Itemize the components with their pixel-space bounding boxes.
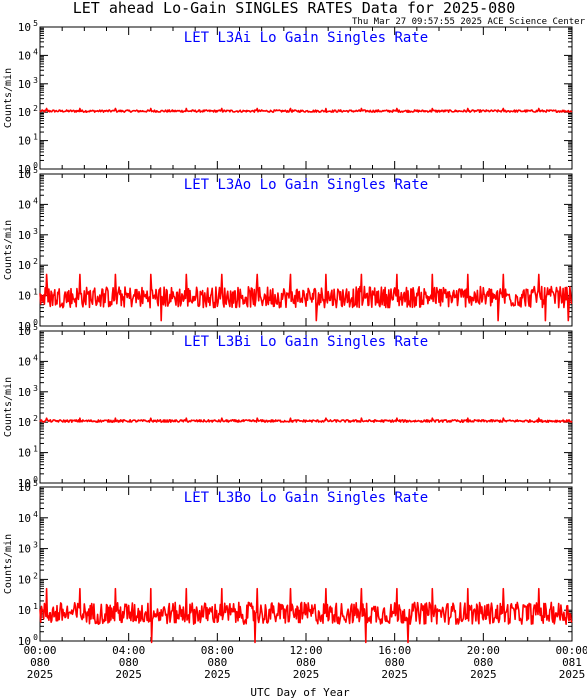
y-tick-label: 10 [18, 229, 31, 242]
y-tick-label: 10 [18, 163, 31, 176]
y-tick-exponent: 3 [33, 384, 38, 393]
x-tick-label: 20:00 [467, 644, 500, 657]
x-axis-title: UTC Day of Year [250, 686, 350, 699]
figure-timestamp: Thu Mar 27 09:57:55 2025 ACE Science Cen… [352, 17, 586, 27]
y-tick-exponent: 0 [33, 475, 38, 484]
x-tick-label: 080 [30, 656, 50, 669]
x-tick-label: 16:00 [378, 644, 411, 657]
x-tick-label: 2025 [293, 668, 320, 681]
y-tick-exponent: 4 [33, 196, 38, 205]
y-axis-title: Counts/min [3, 68, 14, 128]
x-tick-label: 12:00 [289, 644, 322, 657]
y-tick-label: 10 [18, 604, 31, 617]
panel-title: LET L3Ao Lo Gain Singles Rate [184, 177, 428, 193]
y-tick-exponent: 5 [33, 323, 38, 332]
y-tick-label: 10 [18, 573, 31, 586]
y-tick-label: 10 [18, 477, 31, 490]
y-tick-exponent: 2 [33, 257, 38, 266]
y-tick-exponent: 0 [33, 161, 38, 170]
x-tick-label: 080 [473, 656, 493, 669]
x-tick-label: 080 [385, 656, 405, 669]
y-tick-exponent: 1 [33, 602, 38, 611]
x-tick-label: 080 [119, 656, 139, 669]
series-trace [39, 107, 573, 113]
panel-title: LET L3Bo Lo Gain Singles Rate [184, 490, 428, 506]
y-tick-label: 10 [18, 325, 31, 338]
y-tick-label: 10 [18, 447, 31, 460]
y-tick-exponent: 5 [33, 166, 38, 175]
y-tick-label: 10 [18, 481, 31, 494]
y-tick-label: 10 [18, 416, 31, 429]
x-tick-label: 080 [207, 656, 227, 669]
y-tick-exponent: 2 [33, 571, 38, 580]
x-tick-label: 2025 [470, 668, 497, 681]
y-tick-label: 10 [18, 168, 31, 181]
y-tick-exponent: 2 [33, 104, 38, 113]
y-tick-exponent: 2 [33, 414, 38, 423]
y-tick-label: 10 [18, 106, 31, 119]
y-tick-label: 10 [18, 259, 31, 272]
series-trace [39, 273, 573, 322]
y-tick-label: 10 [18, 198, 31, 211]
y-tick-exponent: 1 [33, 133, 38, 142]
y-tick-exponent: 0 [33, 318, 38, 327]
y-tick-label: 10 [18, 290, 31, 303]
x-tick-label: 2025 [27, 668, 54, 681]
x-tick-label: 2025 [559, 668, 586, 681]
plot-frame [39, 330, 573, 484]
x-tick-label: 081 [562, 656, 582, 669]
y-tick-exponent: 4 [33, 510, 38, 519]
y-tick-label: 10 [18, 355, 31, 368]
y-tick-exponent: 3 [33, 76, 38, 85]
y-tick-label: 10 [18, 512, 31, 525]
y-tick-exponent: 5 [33, 479, 38, 488]
y-tick-exponent: 0 [33, 633, 38, 642]
y-tick-label: 10 [18, 320, 31, 333]
y-tick-exponent: 3 [33, 227, 38, 236]
y-tick-exponent: 1 [33, 445, 38, 454]
y-tick-label: 10 [18, 543, 31, 556]
x-tick-label: 04:00 [112, 644, 145, 657]
y-tick-exponent: 4 [33, 47, 38, 56]
y-tick-label: 10 [18, 78, 31, 91]
x-tick-label: 00:00 [555, 644, 587, 657]
y-tick-exponent: 5 [33, 19, 38, 28]
x-axis-labels: 00:00080202504:00080202508:00080202512:0… [23, 644, 587, 681]
y-tick-exponent: 4 [33, 353, 38, 362]
x-tick-label: 2025 [381, 668, 408, 681]
x-tick-label: 2025 [115, 668, 142, 681]
panel-title: LET L3Bi Lo Gain Singles Rate [184, 334, 428, 350]
figure-title: LET ahead Lo-Gain SINGLES RATES Data for… [73, 0, 516, 17]
y-tick-label: 10 [18, 635, 31, 648]
x-tick-label: 08:00 [201, 644, 234, 657]
y-tick-label: 10 [18, 386, 31, 399]
x-tick-label: 080 [296, 656, 316, 669]
series-trace [39, 587, 573, 644]
y-tick-exponent: 1 [33, 288, 38, 297]
y-axis-title: Counts/min [3, 534, 14, 594]
y-axis-title: Counts/min [3, 220, 14, 280]
y-tick-label: 10 [18, 21, 31, 34]
plot-frame [39, 26, 573, 170]
y-axis-title: Counts/min [3, 377, 14, 437]
y-tick-label: 10 [18, 135, 31, 148]
y-tick-exponent: 3 [33, 541, 38, 550]
x-tick-label: 2025 [204, 668, 231, 681]
x-tick-label: 00:00 [23, 644, 56, 657]
panel-title: LET L3Ai Lo Gain Singles Rate [184, 30, 428, 46]
series-trace [39, 417, 573, 423]
y-tick-label: 10 [18, 49, 31, 62]
